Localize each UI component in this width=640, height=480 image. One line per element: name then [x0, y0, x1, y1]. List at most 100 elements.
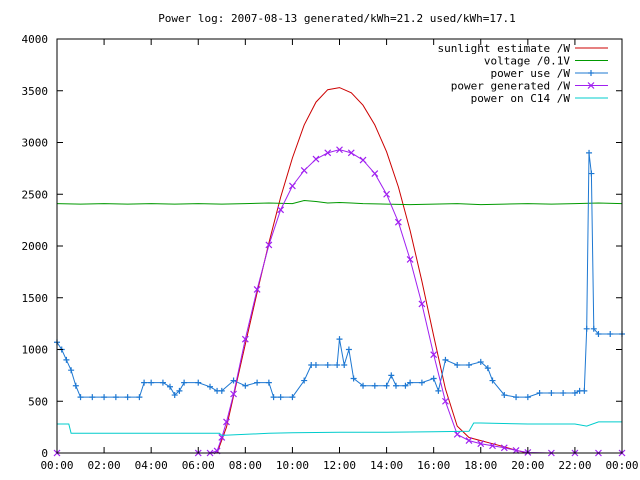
x-tick-label: 22:00	[558, 459, 591, 472]
data-point-cross	[477, 440, 485, 448]
data-point-plus	[148, 379, 155, 386]
data-point-cross	[418, 300, 426, 308]
data-point-cross	[312, 155, 320, 163]
data-point-plus	[167, 383, 173, 390]
data-point-cross	[442, 397, 449, 405]
y-tick-label: 1000	[22, 344, 49, 357]
data-point-plus	[72, 382, 79, 389]
data-point-plus	[513, 394, 520, 401]
data-point-plus	[124, 394, 131, 401]
data-point-plus	[242, 382, 249, 389]
data-point-plus	[218, 387, 225, 394]
data-point-cross	[500, 444, 508, 452]
data-point-plus	[402, 382, 409, 389]
legend-label: sunlight estimate /W	[438, 42, 571, 55]
data-point-plus	[136, 394, 143, 401]
data-point-cross	[489, 442, 496, 450]
data-point-plus	[371, 382, 378, 389]
y-tick-label: 3500	[22, 85, 49, 98]
data-point-plus	[360, 382, 367, 389]
data-point-plus	[301, 377, 308, 384]
x-tick-label: 04:00	[135, 459, 168, 472]
series-1	[56, 199, 623, 206]
data-point-plus	[595, 330, 602, 337]
data-point-cross	[288, 182, 296, 190]
data-point-plus	[607, 330, 614, 337]
data-point-cross	[265, 241, 273, 249]
y-tick-label: 1500	[22, 292, 49, 305]
x-tick-label: 16:00	[417, 459, 450, 472]
data-point-plus	[571, 389, 578, 396]
axis-ticks: 0 500 1000 1500 2000 2500 3000 3500 4000 00:00 02:…	[22, 33, 639, 472]
data-point-plus	[341, 362, 348, 369]
series-2	[54, 149, 625, 401]
data-point-plus	[588, 170, 595, 177]
data-point-cross	[359, 156, 367, 164]
data-point-plus	[590, 325, 597, 332]
data-point-plus	[442, 356, 449, 363]
data-point-cross	[465, 437, 473, 445]
series-4	[57, 421, 622, 436]
data-point-plus	[336, 336, 343, 343]
data-point-cross	[300, 167, 308, 174]
x-tick-label: 06:00	[182, 459, 215, 472]
data-point-plus	[418, 379, 425, 386]
x-tick-label: 00:00	[605, 459, 638, 472]
data-point-cross	[430, 351, 438, 359]
data-point-plus	[489, 377, 496, 384]
data-point-cross	[241, 335, 249, 343]
data-point-plus	[141, 379, 148, 386]
y-tick-label: 0	[41, 447, 48, 460]
data-point-plus	[195, 379, 202, 386]
data-point-plus	[524, 394, 531, 401]
data-point-plus	[383, 382, 390, 389]
data-point-plus	[583, 325, 590, 332]
x-tick-label: 12:00	[323, 459, 356, 472]
data-point-plus	[159, 379, 166, 386]
y-tick-label: 2500	[22, 188, 49, 201]
x-tick-label: 10:00	[276, 459, 309, 472]
data-point-cross	[406, 256, 414, 263]
data-point-plus	[484, 365, 491, 372]
data-point-cross	[223, 418, 230, 426]
data-point-plus	[454, 362, 461, 369]
data-point-plus	[171, 392, 178, 399]
data-point-plus	[270, 394, 277, 401]
data-point-cross	[383, 190, 391, 198]
data-point-plus	[477, 358, 484, 365]
data-point-plus	[324, 362, 331, 369]
data-point-plus	[312, 362, 319, 369]
data-point-plus	[265, 379, 272, 386]
data-point-plus	[68, 367, 75, 374]
legend-label: power use /W	[491, 67, 571, 80]
data-point-plus	[586, 149, 593, 156]
data-point-plus	[407, 379, 414, 386]
data-point-cross	[336, 146, 343, 154]
data-point-cross	[230, 390, 237, 398]
x-tick-label: 20:00	[511, 459, 544, 472]
x-tick-label: 18:00	[464, 459, 497, 472]
data-point-plus	[101, 394, 108, 401]
legend-label: power on C14 /W	[471, 92, 571, 105]
data-point-plus	[112, 394, 119, 401]
chart-title: Power log: 2007-08-13 generated/kWh=21.2…	[158, 12, 516, 25]
data-point-cross	[371, 170, 379, 177]
series-line	[56, 199, 623, 206]
data-point-plus	[77, 394, 84, 401]
data-point-plus	[588, 70, 594, 76]
x-tick-label: 14:00	[370, 459, 403, 472]
x-tick-label: 02:00	[88, 459, 121, 472]
data-point-plus	[501, 392, 508, 399]
series-line	[57, 421, 622, 436]
data-point-plus	[277, 394, 284, 401]
data-point-plus	[560, 389, 567, 396]
data-point-plus	[254, 379, 261, 386]
data-point-plus	[63, 356, 70, 363]
data-point-plus	[536, 389, 543, 396]
data-point-cross	[324, 149, 332, 157]
data-point-cross	[587, 82, 595, 89]
y-tick-label: 500	[28, 395, 48, 408]
data-point-cross	[394, 218, 402, 226]
